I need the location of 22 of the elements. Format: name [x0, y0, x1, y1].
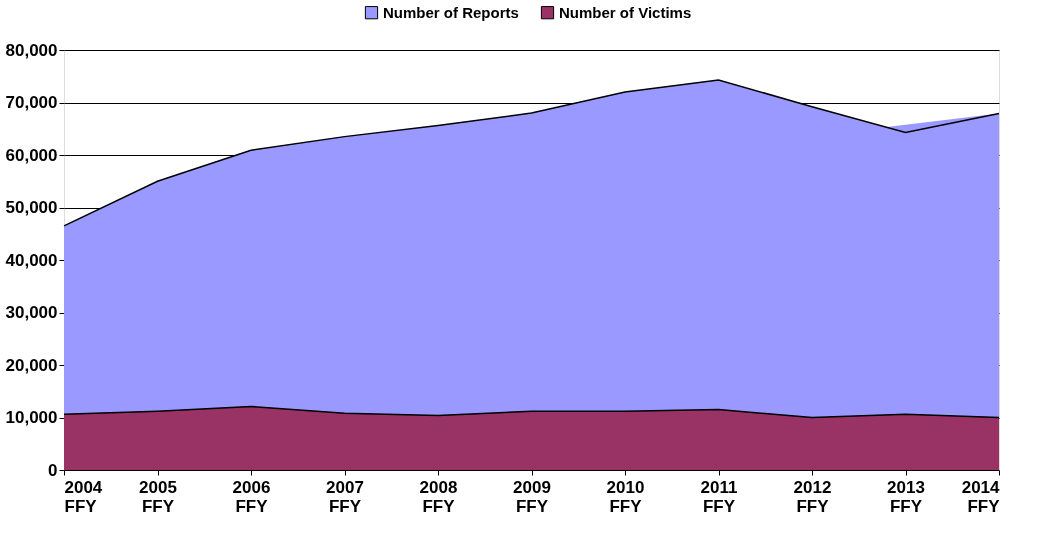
- x-tick-label: 2009 FFY: [513, 477, 551, 516]
- x-tick-label: 2005 FFY: [139, 477, 177, 516]
- y-tick-label: 40,000: [5, 250, 58, 270]
- legend-label: Number of Victims: [559, 3, 692, 21]
- x-tick-label: 2013 FFY: [887, 477, 925, 516]
- y-tick-label: 70,000: [5, 93, 58, 112]
- y-tick-label: 50,000: [5, 198, 58, 217]
- y-tick-label: 20,000: [5, 355, 58, 375]
- legend-label: Number of Reports: [383, 3, 519, 21]
- x-tick-label: 2011 FFY: [700, 477, 738, 516]
- x-tick-label: 2014 FFY: [961, 477, 1001, 516]
- y-tick-label: 0: [48, 460, 58, 480]
- y-tick-label: 30,000: [5, 303, 58, 322]
- x-tick-label: 2012 FFY: [793, 477, 832, 516]
- x-tick-label: 2007 FFY: [326, 477, 364, 516]
- y-tick-label: 60,000: [5, 145, 58, 165]
- x-tick-label: 2010 FFY: [606, 477, 645, 516]
- x-tick-label: 2008 FFY: [419, 477, 458, 516]
- y-tick-label: 80,000: [5, 40, 58, 60]
- x-tick-label: 2006 FFY: [232, 477, 271, 516]
- y-tick-label: 10,000: [5, 408, 58, 427]
- x-tick-label: 2004 FFY: [64, 477, 103, 516]
